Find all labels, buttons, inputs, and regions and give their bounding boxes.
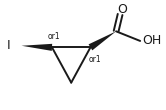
Text: OH: OH [143, 34, 162, 47]
Text: I: I [7, 39, 10, 52]
Polygon shape [22, 44, 52, 51]
Text: O: O [117, 3, 127, 16]
Text: or1: or1 [89, 55, 101, 64]
Polygon shape [89, 31, 116, 50]
Text: or1: or1 [47, 32, 60, 41]
